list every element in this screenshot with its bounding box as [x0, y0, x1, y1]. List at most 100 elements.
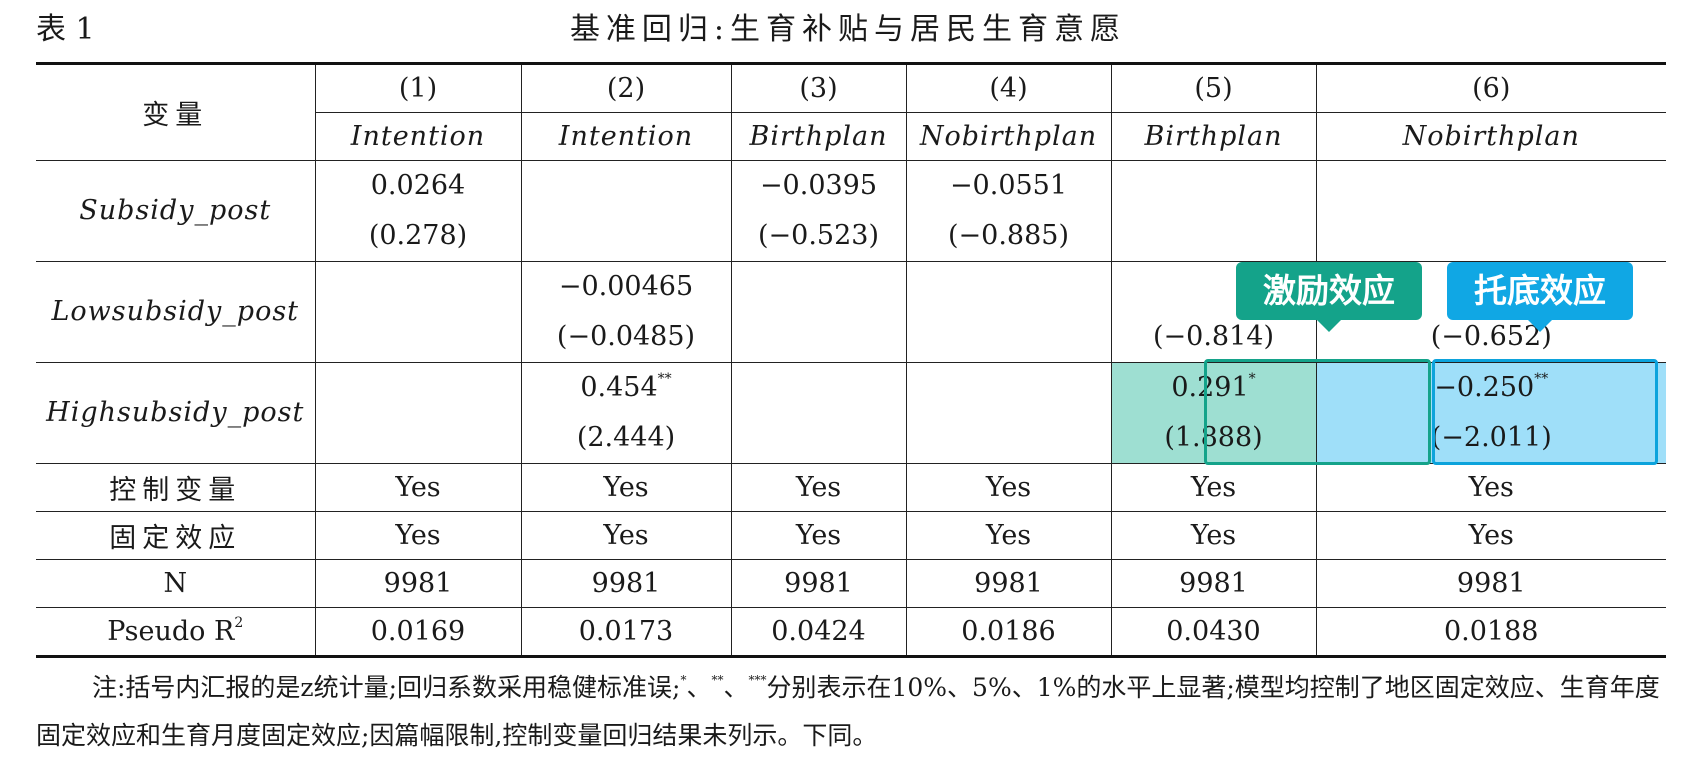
highlighted-coef-cell-blue: −0.250** (−2.011)	[1315, 362, 1666, 464]
superscript: 2	[234, 615, 244, 631]
stat-cell: Yes	[314, 463, 522, 512]
dependent-variable: Birthplan	[1110, 112, 1317, 161]
z-statistic: (−0.523)	[758, 220, 879, 251]
table-row: Subsidy_post 0.0264 (0.278) −0.0395 (−0.52…	[36, 160, 1666, 262]
z-statistic: (0.278)	[368, 220, 468, 251]
row-label: 控制变量	[36, 463, 316, 512]
table-caption-label: 表 1	[36, 12, 95, 47]
stat-cell: 0.0430	[1110, 607, 1317, 657]
stat-cell: Yes	[905, 463, 1112, 512]
z-statistic: (−0.814)	[1153, 321, 1274, 352]
coef-cell: 0.0264 (0.278)	[314, 160, 522, 262]
coefficient: 0.0264	[370, 170, 466, 201]
stat-cell: Yes	[1110, 463, 1317, 512]
annotation-tag-incentive: 激励效应	[1236, 262, 1422, 332]
stat-cell: Yes	[1315, 511, 1666, 560]
z-statistic: (−0.885)	[948, 220, 1069, 251]
note-sep: 、	[723, 673, 749, 702]
variable-header: 变量	[36, 63, 316, 161]
row-label: Pseudo R2	[36, 607, 316, 657]
stat-cell: Yes	[314, 511, 522, 560]
coef-cell	[905, 362, 1112, 464]
coefficient: −0.0395	[759, 170, 878, 201]
stat-cell: 9981	[314, 559, 522, 608]
note-suffix: 分别表示在10%、5%、1%的水平上显著;模型均控制了地区固定效应、生育年度固定…	[36, 673, 1660, 750]
significance-stars: *	[1248, 371, 1256, 387]
dependent-variable: Nobirthplan	[1315, 112, 1666, 161]
star-2: **	[711, 673, 724, 687]
coef-cell: −0.0551 (−0.885)	[905, 160, 1112, 262]
significance-stars: **	[657, 371, 672, 387]
header-row-numbers: 变量 (1) (2) (3) (4) (5) (6)	[36, 63, 1666, 161]
coef-cell: −0.00465 (−0.0485)	[520, 261, 732, 363]
table-row: 控制变量 Yes Yes Yes Yes Yes Yes	[36, 463, 1666, 512]
coef-cell	[314, 261, 522, 363]
column-number: (4)	[905, 63, 1112, 113]
coefficient: −0.0551	[949, 170, 1068, 201]
table-caption-title: 基准回归:生育补贴与居民生育意愿	[569, 12, 1127, 47]
stat-cell: 9981	[1315, 559, 1666, 608]
star-3: ***	[748, 673, 767, 687]
coef-cell: −0.0395 (−0.523)	[730, 160, 907, 262]
stat-cell: 0.0169	[314, 607, 522, 657]
stat-cell: 0.0188	[1315, 607, 1666, 657]
stat-cell: Yes	[520, 463, 732, 512]
stat-cell: Yes	[1110, 511, 1317, 560]
table-row: N 9981 9981 9981 9981 9981 9981	[36, 559, 1666, 608]
coefficient: −0.250	[1434, 372, 1535, 403]
coef-cell: 0.454** (2.444)	[520, 362, 732, 464]
note-prefix: 注:括号内汇报的是z统计量;回归系数采用稳健标准误;	[92, 673, 681, 702]
column-number: (2)	[520, 63, 732, 113]
stat-cell: 0.0424	[730, 607, 907, 657]
table-row: Pseudo R2 0.0169 0.0173 0.0424 0.0186 0.…	[36, 607, 1666, 657]
row-label: 固定效应	[36, 511, 316, 560]
column-number: (1)	[314, 63, 522, 113]
coef-cell	[314, 362, 522, 464]
coefficient: −0.00465	[558, 271, 694, 302]
column-number: (6)	[1315, 63, 1666, 113]
row-variable-name: Lowsubsidy_post	[36, 261, 316, 363]
stat-cell: 0.0186	[905, 607, 1112, 657]
stat-cell: 9981	[905, 559, 1112, 608]
z-statistic: (2.444)	[576, 422, 676, 453]
coef-cell	[520, 160, 732, 262]
column-number: (5)	[1110, 63, 1317, 113]
star-1: *	[680, 673, 687, 687]
coef-cell	[1110, 160, 1317, 262]
annotation-tag-safety-net: 托底效应	[1447, 262, 1633, 332]
coef-cell	[905, 261, 1112, 363]
coef-cell	[730, 362, 907, 464]
z-statistic: (−0.0485)	[556, 321, 696, 352]
column-number: (3)	[730, 63, 907, 113]
coefficient: 0.291	[1171, 372, 1249, 403]
z-statistic: (−2.011)	[1430, 422, 1552, 453]
regression-table: 变量 (1) (2) (3) (4) (5) (6) Intention Int…	[36, 62, 1666, 658]
dependent-variable: Intention	[315, 112, 522, 161]
row-variable-name: Subsidy_post	[36, 160, 316, 262]
table-footnote: 注:括号内汇报的是z统计量;回归系数采用稳健标准误;*、**、***分别表示在1…	[36, 664, 1676, 760]
stat-cell: Yes	[1315, 463, 1666, 512]
row-variable-name: Highsubsidy_post	[36, 362, 316, 464]
table-row: 固定效应 Yes Yes Yes Yes Yes Yes	[36, 511, 1666, 560]
pseudo-r-label: Pseudo R	[107, 616, 235, 647]
dependent-variable: Intention	[520, 112, 732, 161]
note-sep: 、	[686, 673, 712, 702]
coefficient: 0.454	[580, 372, 658, 403]
row-label: N	[36, 559, 316, 608]
stat-cell: 9981	[730, 559, 907, 608]
stat-cell: 9981	[520, 559, 732, 608]
z-statistic: (1.888)	[1164, 422, 1263, 453]
dependent-variable: Birthplan	[730, 112, 907, 161]
coef-cell	[1315, 160, 1666, 262]
highlighted-coef-cell-green: 0.291* (1.888)	[1110, 362, 1317, 464]
significance-stars: **	[1534, 371, 1549, 387]
stat-cell: 0.0173	[520, 607, 732, 657]
dependent-variable: Nobirthplan	[905, 112, 1112, 161]
stat-cell: Yes	[905, 511, 1112, 560]
coef-cell	[730, 261, 907, 363]
table-row: Highsubsidy_post 0.454** (2.444) 0.291* (1…	[36, 362, 1666, 464]
stat-cell: Yes	[520, 511, 732, 560]
stat-cell: Yes	[730, 511, 907, 560]
stat-cell: Yes	[730, 463, 907, 512]
header-row-dependent-vars: Intention Intention Birthplan Nobirthpla…	[36, 112, 1666, 161]
